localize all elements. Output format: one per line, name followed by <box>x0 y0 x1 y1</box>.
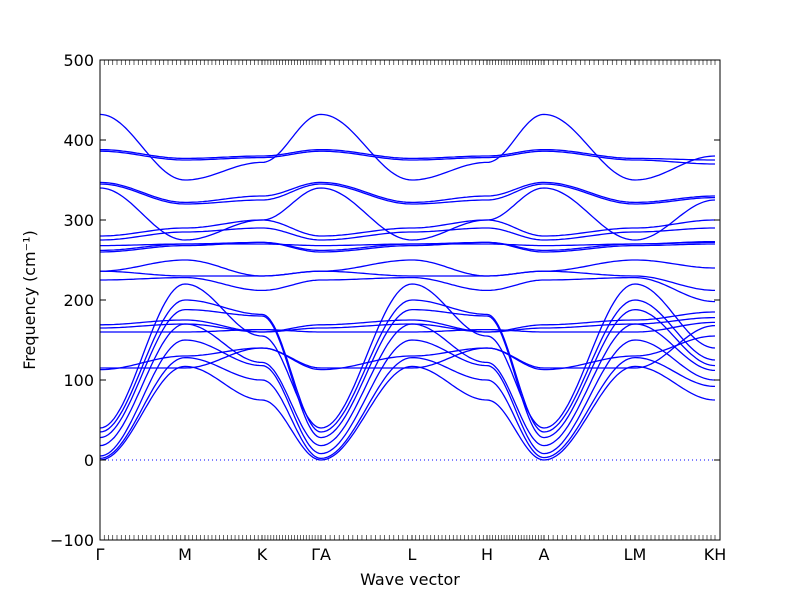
x-tick-label: ΓA <box>311 545 331 564</box>
x-axis-ticks: Γ M K ΓA L H A LM KH <box>96 60 727 564</box>
phonon-bands <box>99 113 716 461</box>
x-tick-label: L <box>408 545 417 564</box>
x-tick-label: H <box>481 545 493 564</box>
y-tick-label: 500 <box>63 51 94 70</box>
y-tick-label: 0 <box>84 451 94 470</box>
band-line-b14 <box>100 270 715 292</box>
band-line-ta1 <box>99 365 716 461</box>
y-tick-label: 300 <box>63 211 94 230</box>
y-tick-label: 100 <box>63 371 94 390</box>
band-line-opt2 <box>99 299 716 433</box>
y-tick-label: −100 <box>50 531 94 550</box>
band-line-la2 <box>99 323 716 447</box>
band-line-opt1 <box>99 308 716 439</box>
band-line-b20 <box>100 219 715 237</box>
x-axis-title: Wave vector <box>360 570 460 589</box>
band-line-b12 <box>100 311 715 333</box>
band-line-b11 <box>100 316 715 333</box>
band-line-b26 <box>99 113 716 181</box>
x-tick-label: KH <box>704 545 727 564</box>
band-line-b19 <box>100 227 715 241</box>
x-tick-label: K <box>257 545 268 564</box>
band-line-b24 <box>100 150 715 165</box>
y-axis-ticks: −100 0 100 200 300 400 500 <box>50 51 720 550</box>
y-axis-title: Frequency (cm⁻¹) <box>20 230 39 369</box>
band-line-b13 <box>100 276 716 303</box>
band-line-b21 <box>99 187 716 241</box>
x-tick-label: LM <box>624 545 647 564</box>
band-line-b22 <box>99 183 715 205</box>
band-line-b9 <box>100 324 716 369</box>
y-tick-label: 400 <box>63 131 94 150</box>
x-tick-label: M <box>178 545 192 564</box>
y-tick-label: 200 <box>63 291 94 310</box>
band-line-b18 <box>100 240 715 247</box>
band-line-b16 <box>100 241 715 253</box>
x-tick-label: Γ <box>96 545 105 564</box>
band-line-b15 <box>100 259 715 277</box>
band-line-b25 <box>100 148 715 161</box>
band-line-opt3 <box>99 283 716 429</box>
x-tick-label: A <box>539 545 550 564</box>
band-line-b23 <box>99 181 715 204</box>
band-line-b8 <box>100 335 716 371</box>
band-line-ta2 <box>99 356 716 460</box>
band-line-b10 <box>100 321 715 333</box>
